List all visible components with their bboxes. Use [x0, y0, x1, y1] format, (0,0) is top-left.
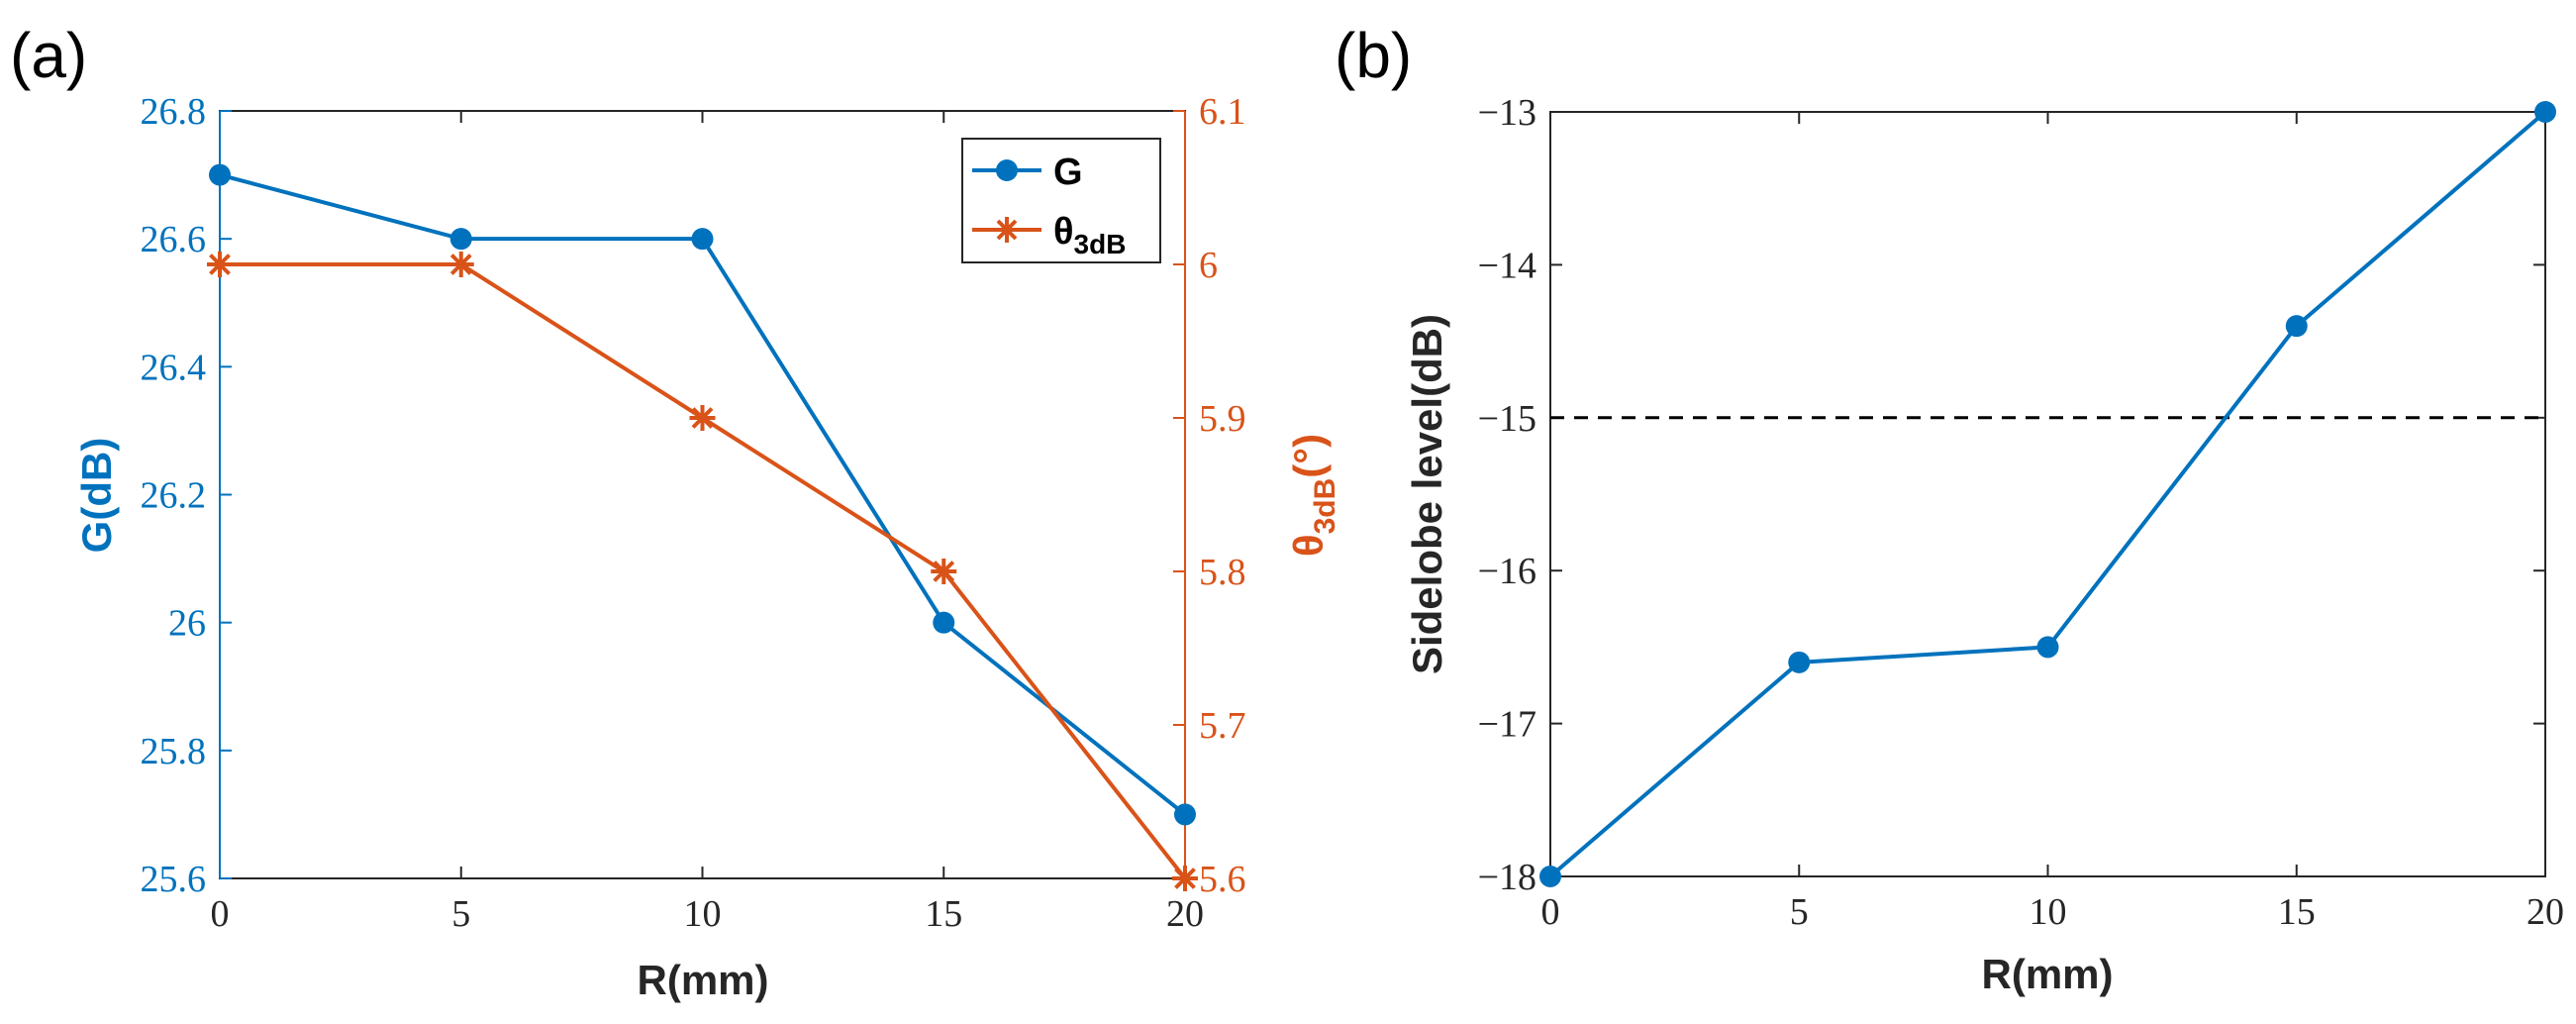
right-axis-subscript: 3dB — [1309, 478, 1341, 535]
legend-theta-main: θ — [1053, 211, 1074, 253]
x-tick-label: 20 — [1166, 893, 1204, 935]
x-tick-label: 15 — [2278, 891, 2316, 933]
series-sidelobe-point — [2285, 315, 2308, 338]
series-g-point — [449, 228, 472, 251]
x-tick-label: 5 — [1790, 891, 1809, 933]
series-g-point — [209, 163, 231, 186]
panel-a-x-ticks: 0 5 10 15 20 — [211, 111, 1204, 935]
x-tick-label: 0 — [211, 893, 230, 935]
panel-a-left-ticks: 25.6 25.8 26 26.2 26.4 26.6 26.8 — [141, 91, 232, 900]
y-tick-label: −17 — [1478, 704, 1536, 746]
right-tick-label: 5.9 — [1199, 398, 1246, 440]
legend-box — [961, 138, 1161, 263]
panel-b: (b) 0 5 10 15 20 −18 −17 −16 −15 −14 −13 R(mm) Si… — [1335, 20, 2564, 997]
series-sidelobe — [1539, 101, 2556, 887]
left-tick-label: 25.8 — [141, 731, 207, 772]
right-tick-label: 5.7 — [1199, 705, 1246, 747]
series-g-point — [1174, 803, 1196, 826]
panel-b-label: (b) — [1335, 20, 1412, 91]
panel-b-y-ticks: −18 −17 −16 −15 −14 −13 — [1478, 92, 2545, 898]
right-tick-label: 6.1 — [1199, 91, 1246, 133]
y-tick-label: −14 — [1478, 245, 1536, 286]
series-sidelobe-point — [2036, 636, 2059, 659]
left-tick-label: 26.2 — [141, 475, 207, 517]
right-tick-label: 5.6 — [1199, 859, 1246, 900]
series-theta3db — [207, 252, 1198, 891]
series-g-line — [219, 172, 1187, 816]
series-sidelobe-point — [1539, 866, 1561, 887]
series-theta-line — [220, 262, 1187, 880]
series-g — [209, 163, 1196, 826]
y-tick-label: −13 — [1478, 92, 1536, 134]
panel-b-axes-box — [1549, 111, 2546, 877]
series-g-point — [691, 228, 714, 251]
panel-a-right-axis-label: θ3dB(°) — [1285, 434, 1341, 557]
panel-a-label: (a) — [10, 20, 87, 91]
legend-theta-label: θ3dB — [1053, 211, 1126, 259]
panel-b-x-ticks: 0 5 10 15 20 — [1541, 112, 2564, 933]
left-tick-label: 26.8 — [141, 91, 207, 133]
legend-g-marker — [996, 159, 1018, 181]
y-tick-label: −18 — [1478, 857, 1536, 898]
series-sidelobe-point — [1788, 651, 1811, 673]
x-tick-label: 10 — [2030, 891, 2067, 933]
panel-b-y-axis-label: Sidelobe level(dB) — [1404, 314, 1450, 674]
right-axis-unit: (°) — [1285, 434, 1332, 478]
panel-a-x-axis-label: R(mm) — [638, 957, 769, 1003]
left-tick-label: 26.4 — [141, 347, 207, 388]
series-theta-point — [931, 559, 957, 584]
panel-a-right-ticks: 5.6 5.7 5.8 5.9 6 6.1 — [1173, 91, 1246, 900]
x-tick-label: 10 — [684, 893, 722, 935]
panel-a-left-axis-label: G(dB) — [73, 438, 120, 554]
panel-b-x-axis-label: R(mm) — [1982, 951, 2114, 997]
x-tick-label: 5 — [451, 893, 470, 935]
y-tick-label: −16 — [1478, 551, 1536, 592]
series-theta-point — [447, 252, 474, 277]
x-tick-label: 15 — [925, 893, 962, 935]
left-tick-label: 25.6 — [141, 859, 207, 900]
legend: G θ3dB — [961, 138, 1161, 263]
x-tick-label: 0 — [1541, 891, 1560, 933]
right-tick-label: 5.8 — [1199, 552, 1246, 593]
series-theta-point — [207, 252, 233, 277]
left-tick-label: 26 — [168, 603, 206, 645]
series-theta-point — [1172, 866, 1198, 891]
right-tick-label: 6 — [1199, 245, 1218, 286]
series-sidelobe-line — [1548, 110, 2547, 878]
x-tick-label: 20 — [2526, 891, 2564, 933]
series-theta-point — [689, 405, 716, 431]
left-tick-label: 26.6 — [141, 219, 207, 260]
series-g-point — [933, 611, 955, 634]
panel-a: (a) 0 5 10 15 20 25.625.82626.226.426.626.8 … — [10, 20, 1341, 1003]
legend-g-label: G — [1053, 152, 1083, 193]
legend-theta-sub: 3dB — [1074, 229, 1127, 259]
y-tick-label: −15 — [1478, 398, 1536, 440]
legend-theta-marker — [994, 217, 1020, 243]
series-sidelobe-point — [2534, 101, 2556, 123]
right-axis-theta: θ — [1285, 534, 1332, 557]
